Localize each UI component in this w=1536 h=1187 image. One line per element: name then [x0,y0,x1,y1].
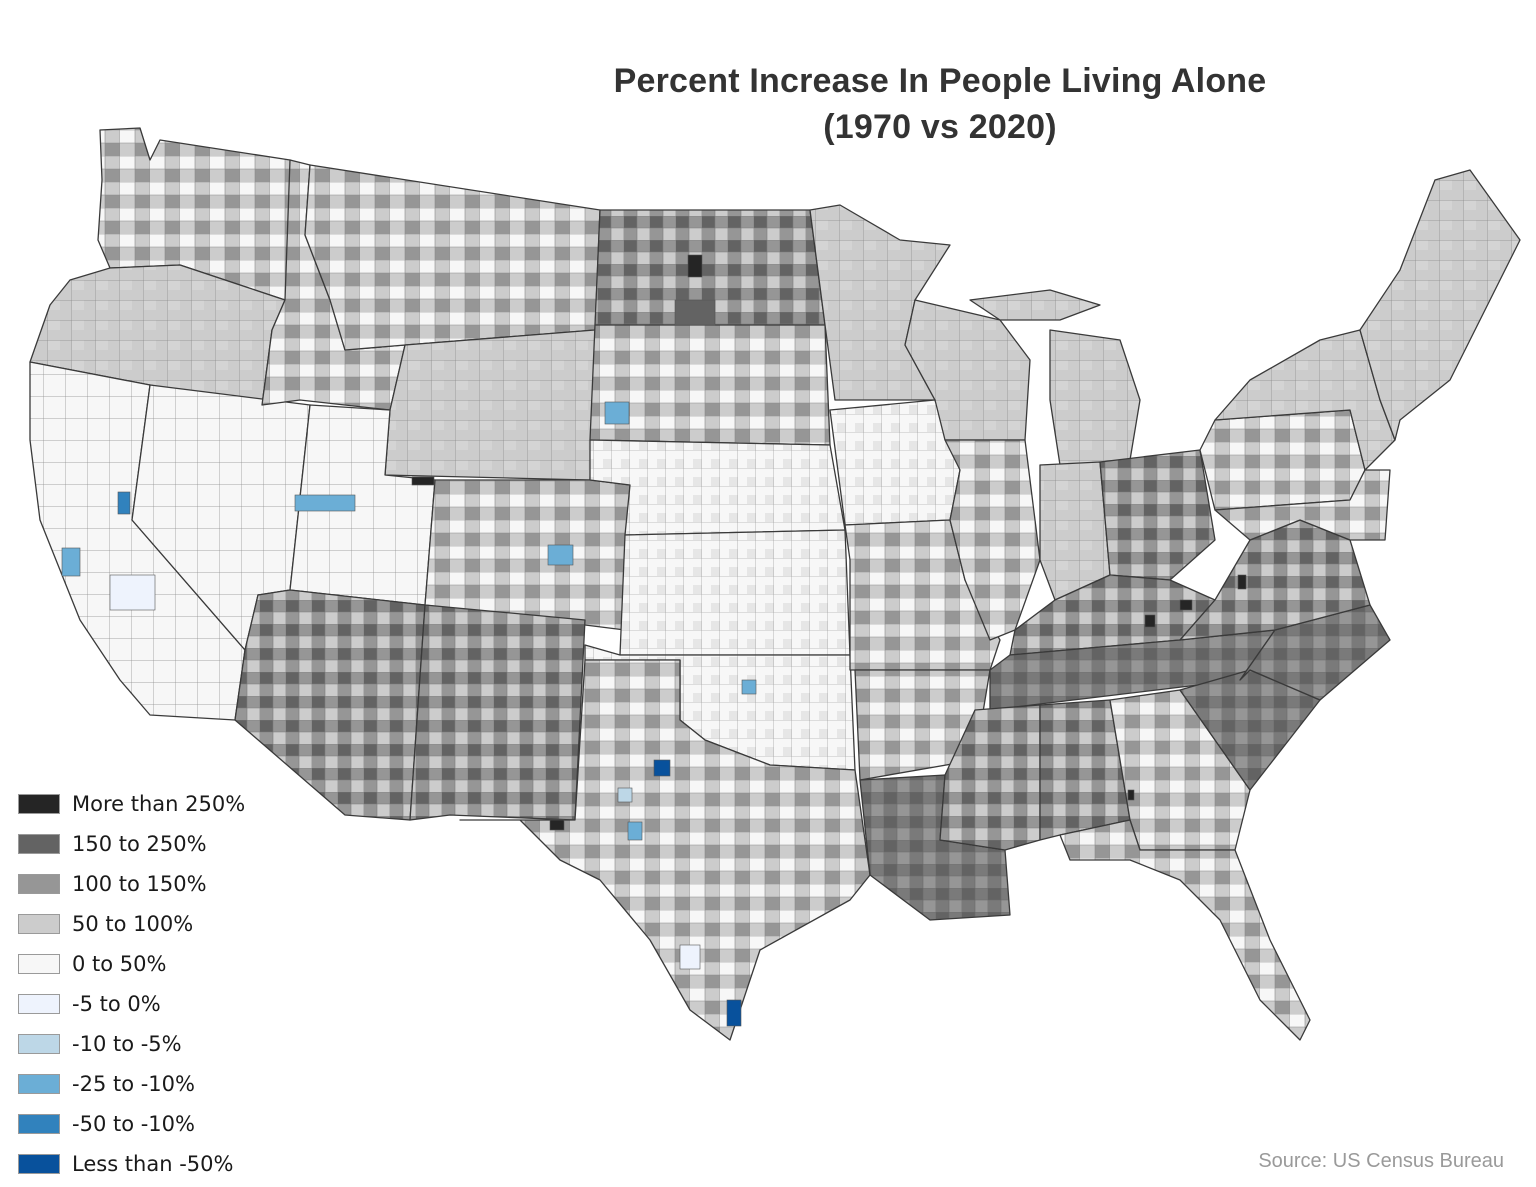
legend-item: -50 to -10% [18,1104,245,1144]
legend-swatch [18,1154,60,1174]
county-ca-blue-2 [61,547,81,577]
state-florida [1059,819,1311,1041]
source-credit: Source: US Census Bureau [1258,1150,1504,1172]
legend-item: -10 to -5% [18,1024,245,1064]
county-tx-navy-2 [726,999,742,1027]
legend-swatch [18,834,60,854]
title-line-1: Percent Increase In People Living Alone [613,62,1267,100]
county-tx-navy [653,759,671,777]
title-line-2: (1970 vs 2020) [823,108,1057,146]
legend-label: -50 to -10% [72,1112,195,1136]
county-nd-dark [687,254,703,278]
county-ca-blue [117,491,131,515]
county-ok-blue [741,679,757,695]
legend-label: More than 250% [72,792,246,816]
legend-swatch [18,994,60,1014]
state-illinois [944,439,1041,641]
county-va-black [1237,574,1247,590]
legend-item: -5 to 0% [18,984,245,1024]
map-legend: More than 250% 150 to 250% 100 to 150% 5… [18,784,245,1184]
state-texas [459,659,871,1041]
county-nd-dark-2 [674,299,716,326]
legend-swatch [18,794,60,814]
county-tx-pale [617,787,633,803]
legend-swatch [18,874,60,894]
legend-label: Less than -50% [72,1152,234,1176]
legend-swatch [18,954,60,974]
state-kansas [619,529,851,656]
state-mid-atlantic [1214,469,1391,541]
legend-swatch [18,914,60,934]
legend-label: 50 to 100% [72,912,194,936]
highlight-counties [61,254,1247,1027]
legend-item: More than 250% [18,784,245,824]
county-wy-blue [604,401,630,425]
state-new-mexico [409,604,586,821]
legend-swatch [18,1074,60,1094]
county-co-blue [547,544,574,566]
state-new-england [1359,169,1521,441]
state-arizona [234,589,426,821]
state-wyoming [384,329,596,481]
county-tx-blue [627,821,643,841]
legend-item: 0 to 50% [18,944,245,984]
legend-label: 150 to 250% [72,832,207,856]
legend-item: 100 to 150% [18,864,245,904]
legend-item: 150 to 250% [18,824,245,864]
state-pennsylvania [1199,409,1366,511]
state-ohio [1099,449,1216,581]
county-ga-black [1127,789,1135,801]
county-ut-blue [294,494,356,512]
county-nm-black [549,819,565,831]
legend-label: -10 to -5% [72,1032,182,1056]
legend-swatch [18,1034,60,1054]
legend-label: -25 to -10% [72,1072,195,1096]
county-wy-black [411,476,435,486]
state-south-dakota [589,324,831,446]
legend-label: 0 to 50% [72,952,167,976]
state-montana [304,164,601,351]
legend-item: -25 to -10% [18,1064,245,1104]
legend-label: 100 to 150% [72,872,207,896]
map-title: Percent Increase In People Living Alone … [540,58,1340,150]
county-tn-black [1179,599,1193,611]
county-ky-black [1144,614,1156,628]
legend-item: 50 to 100% [18,904,245,944]
states [29,127,1521,1041]
legend-item: Less than -50% [18,1144,245,1184]
county-tx-pale-2 [679,944,701,970]
county-ca-pale [109,574,156,611]
legend-label: -5 to 0% [72,992,161,1016]
legend-swatch [18,1114,60,1134]
